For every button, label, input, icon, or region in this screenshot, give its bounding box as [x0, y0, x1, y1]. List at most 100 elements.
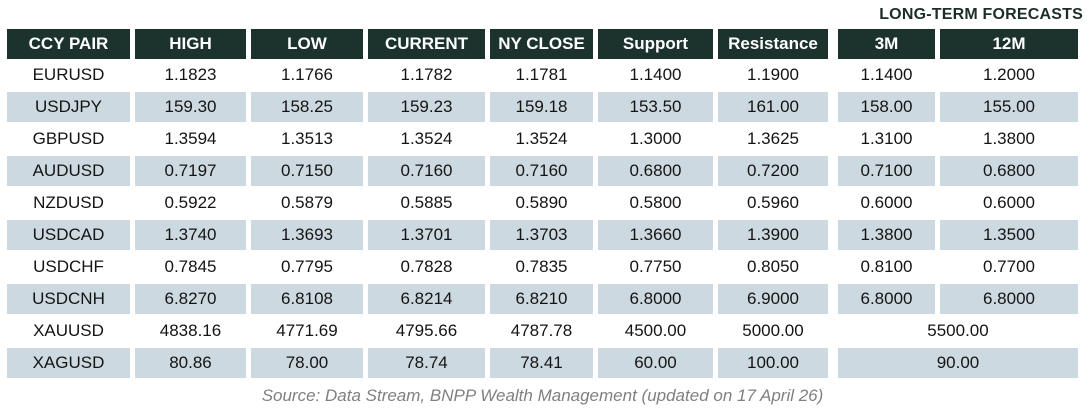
cell-high: 80.86: [135, 347, 246, 379]
cell-support: 60.00: [598, 347, 713, 379]
cell-forecast-merged: 5500.00: [833, 315, 1078, 347]
table-row-usdcnh: USDCNH 6.8270 6.8108 6.8214 6.8210 6.800…: [7, 283, 1078, 315]
cell-low: 0.7150: [251, 155, 363, 187]
cell-high: 0.7845: [135, 251, 246, 283]
cell-3m: 1.3100: [833, 123, 935, 155]
cell-current: 6.8214: [368, 283, 485, 315]
cell-current: 0.7160: [368, 155, 485, 187]
cell-resistance: 161.00: [718, 91, 828, 123]
column-header-low: LOW: [251, 29, 363, 59]
cell-current: 1.1782: [368, 59, 485, 91]
cell-ny-close: 6.8210: [490, 283, 593, 315]
cell-low: 1.3693: [251, 219, 363, 251]
cell-12m: 0.6000: [940, 187, 1078, 219]
cell-ccy-pair: USDCHF: [7, 251, 130, 283]
cell-resistance: 0.8050: [718, 251, 828, 283]
cell-ny-close: 4787.78: [490, 315, 593, 347]
cell-forecast-merged: 90.00: [833, 347, 1078, 379]
cell-ny-close: 78.41: [490, 347, 593, 379]
cell-resistance: 5000.00: [718, 315, 828, 347]
cell-current: 78.74: [368, 347, 485, 379]
cell-12m: 0.6800: [940, 155, 1078, 187]
cell-3m: 158.00: [833, 91, 935, 123]
fx-forecast-table: CCY PAIR HIGH LOW CURRENT NY CLOSE Suppo…: [2, 29, 1083, 379]
cell-high: 6.8270: [135, 283, 246, 315]
cell-ccy-pair: USDJPY: [7, 91, 130, 123]
cell-low: 158.25: [251, 91, 363, 123]
table-row-xauusd: XAUUSD 4838.16 4771.69 4795.66 4787.78 4…: [7, 315, 1078, 347]
column-header-12m: 12M: [940, 29, 1078, 59]
cell-current: 0.7828: [368, 251, 485, 283]
cell-12m: 155.00: [940, 91, 1078, 123]
cell-resistance: 0.5960: [718, 187, 828, 219]
cell-ny-close: 0.7835: [490, 251, 593, 283]
cell-support: 0.6800: [598, 155, 713, 187]
cell-high: 1.3594: [135, 123, 246, 155]
cell-high: 0.5922: [135, 187, 246, 219]
cell-12m: 1.3500: [940, 219, 1078, 251]
table-row-gbpusd: GBPUSD 1.3594 1.3513 1.3524 1.3524 1.300…: [7, 123, 1078, 155]
cell-support: 4500.00: [598, 315, 713, 347]
cell-ny-close: 1.1781: [490, 59, 593, 91]
table-row-usdchf: USDCHF 0.7845 0.7795 0.7828 0.7835 0.775…: [7, 251, 1078, 283]
cell-high: 159.30: [135, 91, 246, 123]
cell-3m: 0.8100: [833, 251, 935, 283]
cell-resistance: 1.1900: [718, 59, 828, 91]
column-header-3m: 3M: [833, 29, 935, 59]
header-row: CCY PAIR HIGH LOW CURRENT NY CLOSE Suppo…: [7, 29, 1078, 59]
column-header-support: Support: [598, 29, 713, 59]
cell-support: 1.3000: [598, 123, 713, 155]
cell-support: 0.5800: [598, 187, 713, 219]
cell-high: 1.3740: [135, 219, 246, 251]
cell-3m: 0.6000: [833, 187, 935, 219]
cell-ccy-pair: NZDUSD: [7, 187, 130, 219]
column-header-ny-close: NY CLOSE: [490, 29, 593, 59]
cell-low: 1.3513: [251, 123, 363, 155]
column-header-high: HIGH: [135, 29, 246, 59]
cell-support: 153.50: [598, 91, 713, 123]
table-row-eurusd: EURUSD 1.1823 1.1766 1.1782 1.1781 1.140…: [7, 59, 1078, 91]
column-header-resistance: Resistance: [718, 29, 828, 59]
source-note: Source: Data Stream, BNPP Wealth Managem…: [261, 386, 824, 405]
cell-ny-close: 0.5890: [490, 187, 593, 219]
cell-high: 0.7197: [135, 155, 246, 187]
cell-support: 1.1400: [598, 59, 713, 91]
cell-support: 1.3660: [598, 219, 713, 251]
page-title: LONG-TERM FORECASTS: [879, 6, 1083, 23]
cell-resistance: 1.3900: [718, 219, 828, 251]
cell-low: 1.1766: [251, 59, 363, 91]
cell-resistance: 6.9000: [718, 283, 828, 315]
column-header-current: CURRENT: [368, 29, 485, 59]
cell-ccy-pair: GBPUSD: [7, 123, 130, 155]
cell-resistance: 0.7200: [718, 155, 828, 187]
cell-resistance: 100.00: [718, 347, 828, 379]
table-row-usdcad: USDCAD 1.3740 1.3693 1.3701 1.3703 1.366…: [7, 219, 1078, 251]
column-header-ccy-pair: CCY PAIR: [7, 29, 130, 59]
table-row-audusd: AUDUSD 0.7197 0.7150 0.7160 0.7160 0.680…: [7, 155, 1078, 187]
cell-12m: 0.7700: [940, 251, 1078, 283]
cell-low: 6.8108: [251, 283, 363, 315]
cell-12m: 1.3800: [940, 123, 1078, 155]
cell-ny-close: 1.3524: [490, 123, 593, 155]
table-row-xagusd: XAGUSD 80.86 78.00 78.74 78.41 60.00 100…: [7, 347, 1078, 379]
table-row-usdjpy: USDJPY 159.30 158.25 159.23 159.18 153.5…: [7, 91, 1078, 123]
cell-ccy-pair: USDCAD: [7, 219, 130, 251]
cell-low: 4771.69: [251, 315, 363, 347]
cell-3m: 0.7100: [833, 155, 935, 187]
cell-high: 1.1823: [135, 59, 246, 91]
cell-12m: 6.8000: [940, 283, 1078, 315]
cell-current: 4795.66: [368, 315, 485, 347]
cell-3m: 1.1400: [833, 59, 935, 91]
cell-ccy-pair: XAGUSD: [7, 347, 130, 379]
cell-ny-close: 1.3703: [490, 219, 593, 251]
cell-ny-close: 0.7160: [490, 155, 593, 187]
cell-current: 1.3524: [368, 123, 485, 155]
cell-ny-close: 159.18: [490, 91, 593, 123]
cell-support: 0.7750: [598, 251, 713, 283]
cell-low: 0.7795: [251, 251, 363, 283]
cell-ccy-pair: EURUSD: [7, 59, 130, 91]
cell-ccy-pair: USDCNH: [7, 283, 130, 315]
cell-3m: 6.8000: [833, 283, 935, 315]
cell-resistance: 1.3625: [718, 123, 828, 155]
